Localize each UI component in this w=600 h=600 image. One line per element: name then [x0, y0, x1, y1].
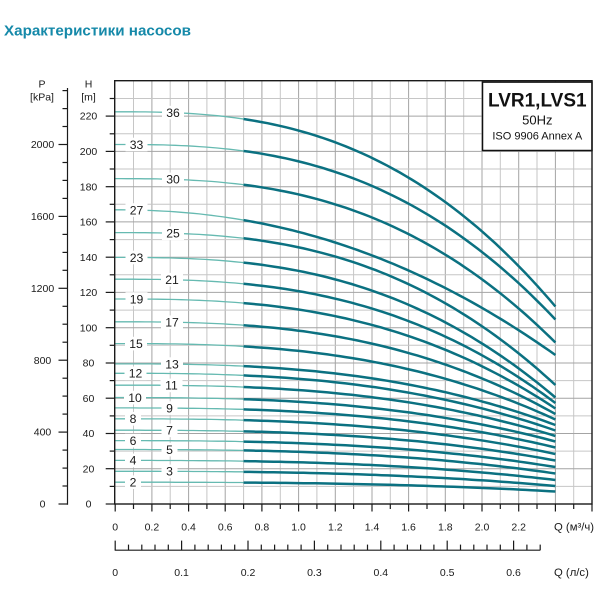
svg-text:1200: 1200 [31, 283, 55, 295]
svg-text:27: 27 [130, 203, 144, 217]
svg-text:0.4: 0.4 [373, 567, 388, 579]
svg-text:0: 0 [112, 567, 118, 579]
svg-text:1.8: 1.8 [438, 522, 453, 534]
svg-text:LVR1,LVS1: LVR1,LVS1 [488, 91, 587, 112]
svg-text:[m]: [m] [81, 92, 96, 104]
svg-text:Характеристики насосов: Характеристики насосов [4, 23, 191, 40]
svg-text:400: 400 [34, 427, 52, 439]
svg-text:P: P [38, 79, 45, 91]
svg-text:50Hz: 50Hz [522, 113, 552, 128]
svg-text:1600: 1600 [31, 211, 55, 223]
svg-text:1.0: 1.0 [291, 522, 306, 534]
svg-text:23: 23 [130, 251, 144, 265]
svg-text:180: 180 [80, 181, 98, 193]
svg-text:1.2: 1.2 [328, 522, 343, 534]
svg-text:15: 15 [129, 337, 143, 351]
svg-text:800: 800 [34, 355, 52, 367]
svg-text:0: 0 [112, 522, 118, 534]
svg-text:5: 5 [166, 443, 173, 457]
svg-text:H: H [85, 79, 93, 91]
svg-text:0.4: 0.4 [181, 522, 196, 534]
svg-text:6: 6 [130, 434, 137, 448]
svg-text:Q (л/с): Q (л/с) [554, 567, 589, 579]
svg-text:ISO 9906 Annex A: ISO 9906 Annex A [492, 131, 583, 143]
svg-text:21: 21 [165, 273, 179, 287]
svg-text:8: 8 [130, 412, 137, 426]
svg-text:0: 0 [40, 499, 46, 511]
svg-text:0.6: 0.6 [506, 567, 521, 579]
svg-text:40: 40 [83, 428, 95, 440]
svg-text:13: 13 [165, 357, 179, 371]
svg-text:0.1: 0.1 [174, 567, 189, 579]
svg-text:0.2: 0.2 [145, 522, 160, 534]
svg-text:0.6: 0.6 [218, 522, 233, 534]
svg-text:0: 0 [86, 499, 92, 511]
svg-text:200: 200 [80, 146, 98, 158]
svg-text:2: 2 [130, 476, 137, 490]
svg-text:220: 220 [80, 111, 98, 123]
svg-text:Q (м³/ч): Q (м³/ч) [554, 522, 594, 534]
svg-text:1.6: 1.6 [401, 522, 416, 534]
svg-text:33: 33 [130, 138, 144, 152]
svg-text:11: 11 [165, 379, 178, 393]
svg-text:2.2: 2.2 [511, 522, 526, 534]
svg-text:10: 10 [128, 391, 142, 405]
svg-text:2000: 2000 [31, 139, 55, 151]
svg-text:7: 7 [166, 424, 173, 438]
svg-text:36: 36 [166, 106, 180, 120]
svg-text:4: 4 [130, 454, 137, 468]
svg-text:[kPa]: [kPa] [30, 92, 54, 104]
svg-text:9: 9 [166, 401, 173, 415]
svg-text:0.8: 0.8 [255, 522, 270, 534]
svg-text:17: 17 [165, 316, 179, 330]
svg-text:80: 80 [83, 358, 95, 370]
svg-text:160: 160 [80, 217, 98, 229]
svg-text:20: 20 [83, 463, 95, 475]
svg-text:120: 120 [80, 287, 98, 299]
svg-text:12: 12 [129, 367, 143, 381]
svg-text:140: 140 [80, 252, 98, 264]
svg-text:0.5: 0.5 [440, 567, 455, 579]
svg-text:0.3: 0.3 [307, 567, 322, 579]
svg-text:25: 25 [166, 227, 180, 241]
svg-text:100: 100 [80, 322, 98, 334]
svg-text:3: 3 [166, 465, 173, 479]
svg-text:30: 30 [166, 173, 180, 187]
svg-text:2.0: 2.0 [475, 522, 490, 534]
svg-text:1.4: 1.4 [365, 522, 380, 534]
svg-text:60: 60 [83, 393, 95, 405]
svg-text:0.2: 0.2 [241, 567, 256, 579]
svg-text:19: 19 [130, 292, 144, 306]
